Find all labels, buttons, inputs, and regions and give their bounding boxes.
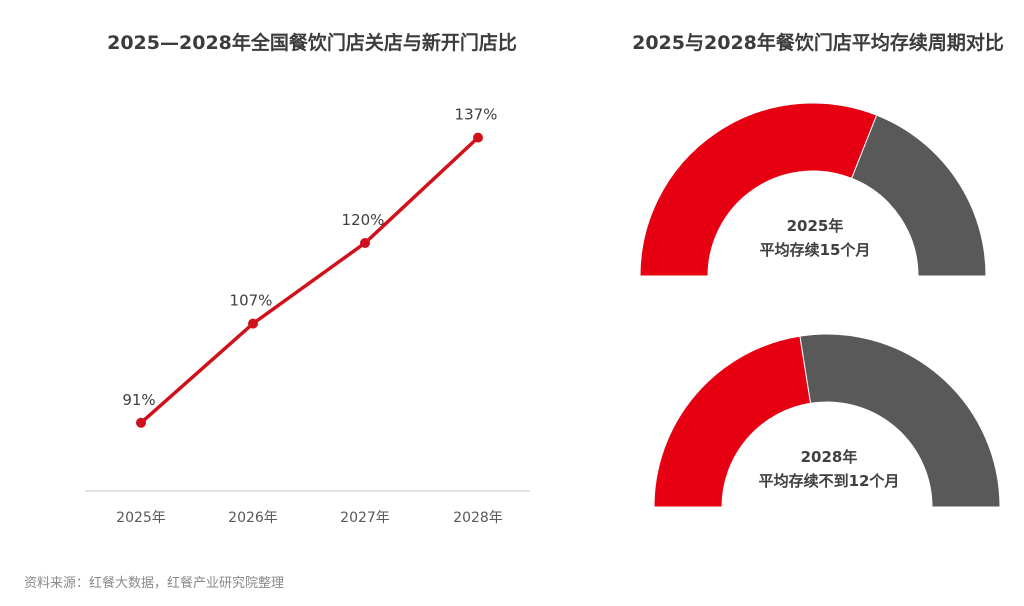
gauge-year-label: 2028年 <box>801 448 858 466</box>
data-point <box>360 238 370 248</box>
data-label: 137% <box>455 106 498 124</box>
line-chart-title: 2025—2028年全国餐饮门店关店与新开门店比 <box>107 32 517 54</box>
data-label: 107% <box>230 292 273 310</box>
gauge-year-label: 2025年 <box>787 217 844 235</box>
gauge-segment-primary <box>653 335 812 508</box>
gauge-segment-secondary <box>851 114 987 277</box>
source-note: 资料来源：红餐大数据，红餐产业研究院整理 <box>24 576 285 591</box>
gauge-chart-title: 2025与2028年餐饮门店平均存续周期对比 <box>632 32 1004 54</box>
x-tick-label: 2028年 <box>453 510 503 526</box>
gauge-segment-secondary <box>799 333 1001 508</box>
data-point <box>248 318 258 329</box>
gauge-value-label: 平均存续15个月 <box>760 241 871 259</box>
data-point <box>473 132 483 143</box>
gauge-value-label: 平均存续不到12个月 <box>759 472 900 490</box>
x-tick-label: 2027年 <box>340 510 390 526</box>
gauge-segment-primary <box>639 102 878 277</box>
data-point <box>136 417 146 428</box>
data-label: 91% <box>122 391 155 409</box>
data-label: 120% <box>342 211 385 229</box>
series-line <box>139 136 480 425</box>
x-tick-label: 2025年 <box>116 510 166 526</box>
x-tick-label: 2026年 <box>228 510 278 526</box>
